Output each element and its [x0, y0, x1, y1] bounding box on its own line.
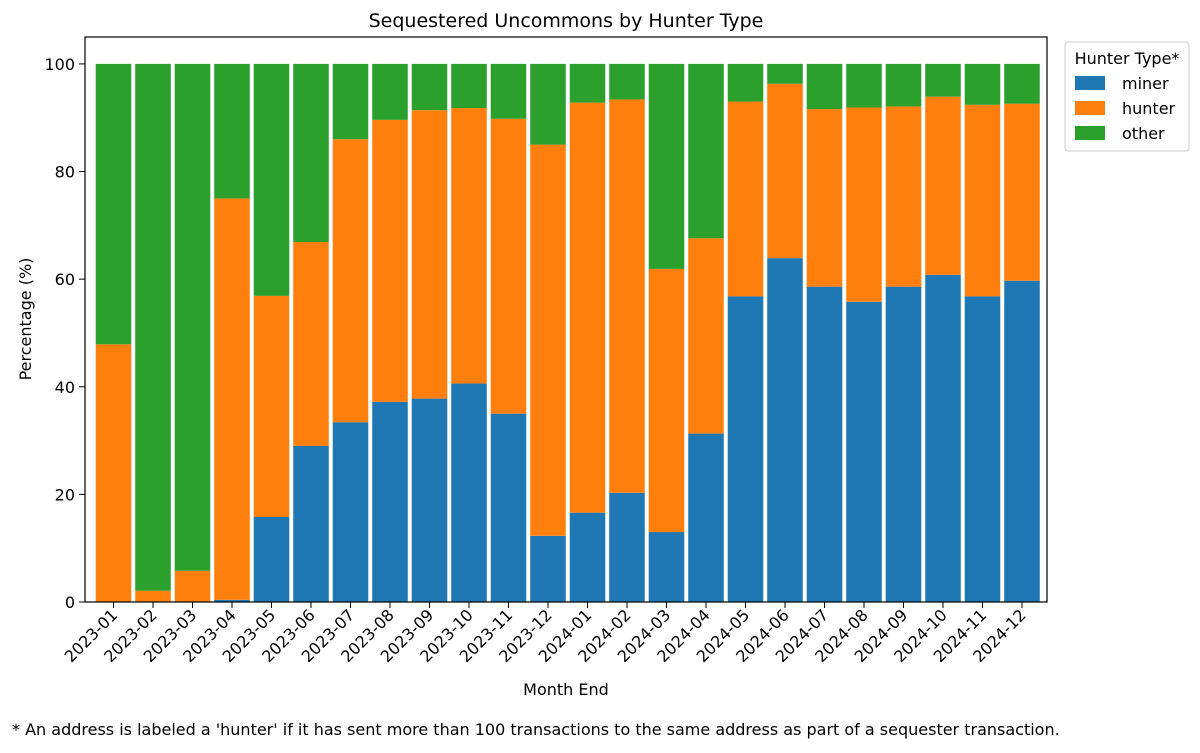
- bar-hunter-2024-04: [688, 238, 724, 434]
- bar-other-2024-11: [964, 63, 1001, 105]
- legend-title: Hunter Type*: [1075, 49, 1180, 68]
- stacked-bar-chart: Sequestered Uncommons by Hunter Type 020…: [16, 10, 1190, 699]
- footnote: * An address is labeled a 'hunter' if it…: [12, 720, 1060, 739]
- legend-frame: [1064, 41, 1190, 152]
- bar-hunter-2024-01: [569, 102, 606, 513]
- bar-miner-2024-02: [609, 492, 645, 602]
- legend-label-hunter: hunter: [1122, 99, 1176, 118]
- bar-hunter-2024-11: [964, 104, 1001, 297]
- bar-miner-2024-06: [767, 258, 803, 602]
- bar-hunter-2023-08: [372, 119, 408, 402]
- bar-hunter-2023-12: [530, 144, 566, 536]
- bar-other-2023-08: [372, 63, 408, 120]
- bar-other-2023-06: [293, 63, 329, 243]
- y-tick-label: 80: [55, 163, 75, 182]
- bar-hunter-2023-09: [411, 110, 448, 399]
- bar-miner-2024-08: [846, 301, 882, 602]
- bar-other-2023-11: [490, 63, 527, 119]
- bar-hunter-2023-07: [332, 139, 369, 423]
- bar-miner-2024-01: [569, 512, 606, 602]
- x-axis-label: Month End: [523, 680, 609, 699]
- chart-title: Sequestered Uncommons by Hunter Type: [369, 10, 764, 32]
- plot-frame: [84, 36, 1048, 603]
- legend-label-other: other: [1122, 124, 1165, 143]
- y-axis-label: Percentage (%): [16, 258, 35, 381]
- bar-other-2024-04: [688, 63, 724, 239]
- bar-hunter-2023-05: [253, 295, 290, 517]
- bar-hunter-2023-04: [214, 198, 250, 600]
- bar-miner-2023-04: [214, 599, 250, 602]
- bar-hunter-2024-08: [846, 107, 882, 302]
- y-tick-label: 60: [55, 270, 75, 289]
- bar-other-2023-01: [95, 63, 132, 345]
- bar-miner-2024-11: [964, 296, 1001, 602]
- bar-other-2023-03: [174, 63, 211, 571]
- bar-other-2024-12: [1004, 63, 1040, 104]
- y-tick-label: 20: [55, 485, 75, 504]
- bar-miner-2024-03: [648, 532, 685, 602]
- bar-other-2024-09: [885, 63, 922, 107]
- bar-other-2023-12: [530, 63, 566, 145]
- bar-other-2023-10: [451, 63, 487, 109]
- bar-hunter-2024-10: [925, 96, 961, 275]
- bar-hunter-2024-05: [727, 101, 764, 297]
- bar-miner-2024-05: [727, 296, 764, 602]
- bar-other-2024-10: [925, 63, 961, 97]
- bar-hunter-2024-09: [885, 106, 922, 287]
- bar-other-2023-09: [411, 63, 448, 111]
- bar-hunter-2023-11: [490, 118, 527, 414]
- bar-miner-2023-12: [530, 535, 566, 602]
- legend-swatch-hunter: [1075, 101, 1105, 115]
- bar-miner-2024-07: [806, 286, 843, 602]
- bar-hunter-2023-06: [293, 242, 329, 446]
- bar-miner-2023-07: [332, 422, 369, 602]
- bar-miner-2023-05: [253, 516, 290, 602]
- bar-other-2023-02: [135, 63, 171, 591]
- bars-layer: [95, 63, 1040, 602]
- bar-hunter-2024-02: [609, 99, 645, 493]
- bar-miner-2024-04: [688, 433, 724, 602]
- legend-swatch-other: [1075, 126, 1105, 140]
- legend-label-miner: miner: [1122, 74, 1169, 93]
- bar-hunter-2024-07: [806, 109, 843, 287]
- bar-other-2024-06: [767, 63, 803, 84]
- bar-hunter-2023-01: [95, 344, 132, 602]
- bar-hunter-2023-02: [135, 590, 171, 602]
- legend: Hunter Type* miner hunter other: [1064, 41, 1190, 152]
- bar-hunter-2024-12: [1004, 103, 1040, 281]
- y-tick-label: 100: [44, 55, 75, 74]
- bar-hunter-2024-03: [648, 268, 685, 533]
- bar-other-2024-03: [648, 63, 685, 269]
- y-tick-label: 40: [55, 378, 75, 397]
- x-axis: 2023-012023-022023-032023-042023-052023-…: [61, 602, 1030, 666]
- bar-other-2023-04: [214, 63, 250, 199]
- bar-other-2024-08: [846, 63, 882, 108]
- y-axis: 0 20 40 60 80 100: [44, 55, 85, 612]
- bar-other-2024-05: [727, 63, 764, 102]
- bar-other-2024-07: [806, 63, 843, 110]
- bar-miner-2024-09: [885, 286, 922, 602]
- y-tick-label: 0: [65, 593, 75, 612]
- bar-hunter-2023-03: [174, 570, 211, 602]
- bar-hunter-2023-10: [451, 108, 487, 384]
- legend-swatch-miner: [1075, 76, 1105, 90]
- bar-other-2023-05: [253, 63, 290, 296]
- bar-other-2023-07: [332, 63, 369, 140]
- bar-miner-2023-06: [293, 445, 329, 602]
- bar-miner-2023-11: [490, 413, 527, 602]
- bar-miner-2023-09: [411, 398, 448, 602]
- bar-miner-2023-10: [451, 383, 487, 602]
- bar-hunter-2024-06: [767, 83, 803, 259]
- bar-other-2024-02: [609, 63, 645, 100]
- bar-miner-2024-10: [925, 274, 961, 602]
- bar-miner-2024-12: [1004, 280, 1040, 602]
- bar-other-2024-01: [569, 63, 606, 103]
- bar-miner-2023-08: [372, 401, 408, 602]
